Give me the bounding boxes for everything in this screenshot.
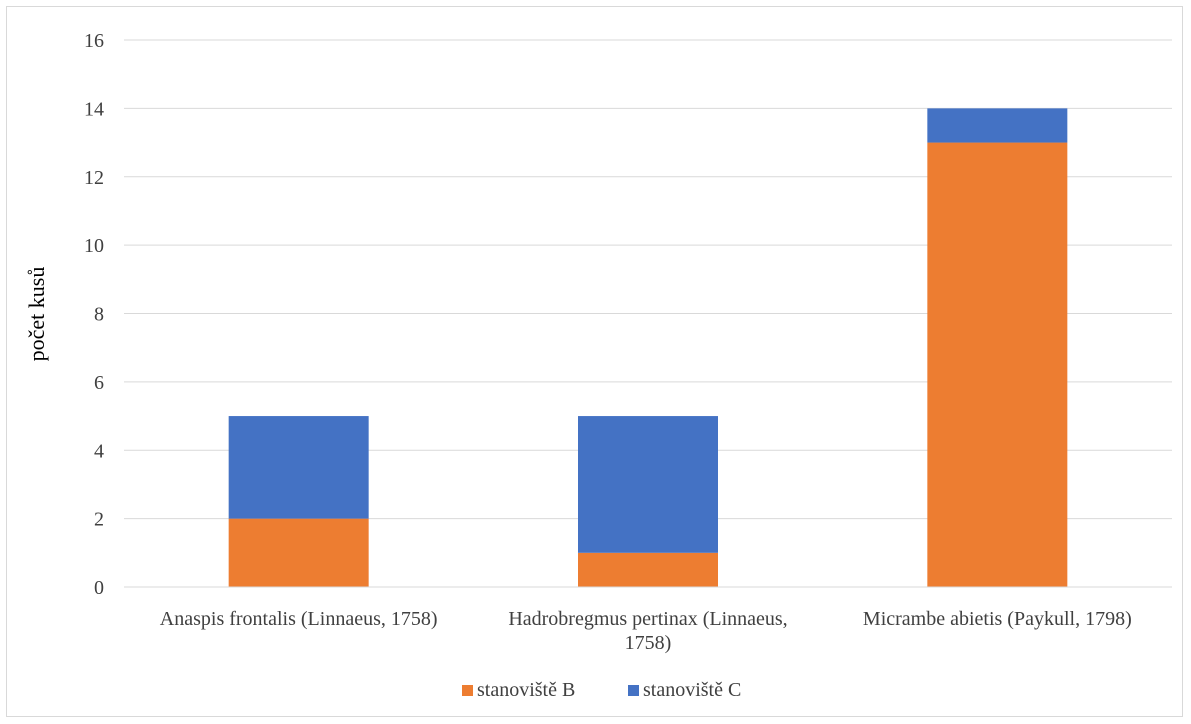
y-tick-label: 4 — [94, 440, 104, 462]
y-tick-label: 10 — [84, 235, 104, 257]
y-tick-label: 2 — [94, 509, 104, 531]
y-tick-label: 12 — [84, 167, 104, 189]
bar-c-2 — [927, 108, 1068, 143]
legend: stanoviště B stanoviště C — [462, 679, 741, 701]
y-tick-label: 6 — [94, 372, 104, 394]
y-tick-label: 14 — [84, 98, 104, 120]
category-label: Anaspis frontalis (Linnaeus, 1758) — [160, 608, 438, 630]
category-label: Micrambe abietis (Paykull, 1798) — [863, 608, 1132, 630]
legend-label-1: stanoviště C — [643, 679, 741, 701]
bar-c-1 — [578, 416, 718, 553]
bar-b-1 — [578, 552, 718, 587]
y-tick-label: 16 — [84, 30, 104, 52]
bar-c-0 — [228, 416, 369, 519]
bar-b-0 — [228, 518, 369, 587]
legend-label-0: stanoviště B — [477, 679, 575, 701]
y-axis-ticks: 0 2 4 6 8 10 12 14 16 — [84, 30, 104, 599]
bars — [228, 108, 1068, 587]
y-tick-label: 8 — [94, 304, 104, 326]
category-label: 1758) — [625, 632, 672, 654]
category-label: Hadrobregmus pertinax (Linnaeus, — [508, 608, 787, 630]
bar-b-2 — [927, 142, 1068, 587]
legend-swatch-0 — [462, 685, 473, 696]
x-axis-categories: Anaspis frontalis (Linnaeus, 1758) Hadrob… — [160, 608, 1132, 654]
y-tick-label: 0 — [94, 577, 104, 599]
legend-swatch-1 — [628, 685, 639, 696]
y-axis-label: počet kusů — [24, 267, 49, 362]
